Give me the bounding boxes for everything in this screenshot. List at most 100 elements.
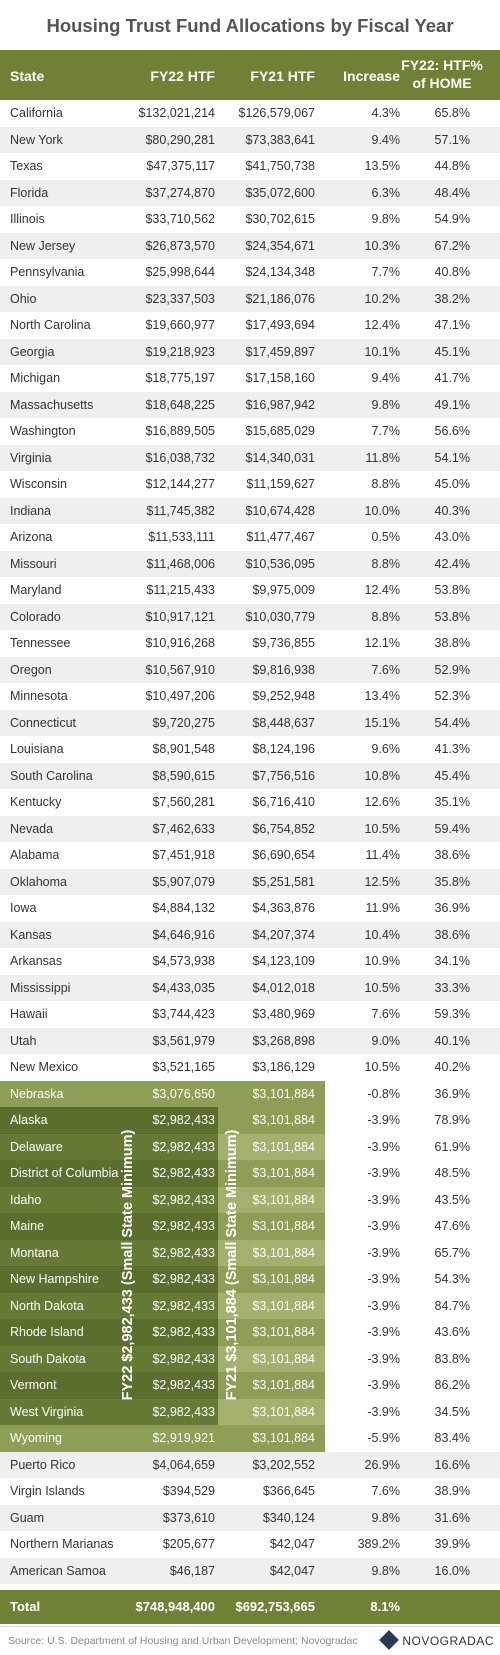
increase-cell: 0.5%	[371, 530, 401, 544]
table-row: South Dakota $2,982,433 $3,101,884 -3.9% 83.…	[0, 1346, 500, 1373]
pct-home-cell: 34.5%	[434, 1404, 470, 1419]
fy22-cell: $7,462,633	[152, 821, 215, 836]
table-row: Louisiana $8,901,548 $8,124,196 9.6% 41.3%	[0, 736, 500, 763]
fy22-cell: $10,497,206	[145, 689, 215, 703]
pct-home-cell: 36.9%	[434, 1086, 470, 1101]
minimum-band-nebraska	[0, 1080, 325, 1107]
pct-home-cell: 65.8%	[434, 106, 470, 120]
fy21-cell: $3,480,969	[252, 1007, 315, 1021]
fy21-cell: $6,754,852	[252, 821, 315, 836]
fy22-cell: $3,076,650	[152, 1086, 215, 1101]
table-row: New York $80,290,281 $73,383,641 9.4% 57.1%	[0, 126, 500, 153]
table-row: Maryland $11,215,433 $9,975,009 12.4% 53.8%	[0, 577, 500, 604]
pct-home-cell: 38.6%	[434, 927, 470, 942]
fy22-cell: $4,064,659	[152, 1457, 215, 1472]
fy22-cell: $8,901,548	[152, 742, 215, 756]
fy21-cell: $42,047	[269, 1537, 315, 1551]
state-cell: Iowa	[10, 901, 37, 915]
table-row: Iowa $4,884,132 $4,363,876 11.9% 36.9%	[0, 895, 500, 922]
state-cell: Florida	[10, 185, 49, 200]
increase-cell: 13.4%	[364, 689, 400, 703]
increase-cell: -3.9%	[367, 1298, 400, 1313]
table-row: West Virginia $2,982,433 $3,101,884 -3.9% 34…	[0, 1399, 500, 1426]
fy21-cell: $3,101,884	[252, 1192, 315, 1207]
state-cell: Delaware	[10, 1139, 63, 1154]
fy21-cell: $3,101,884	[252, 1378, 315, 1392]
increase-cell: -3.9%	[367, 1404, 400, 1419]
table-row: Mississippi $4,433,035 $4,012,018 10.5% 33.3…	[0, 974, 500, 1001]
fy22-cell: $2,982,433	[152, 1113, 215, 1127]
logo-text: NOVOGRADAC	[402, 1634, 494, 1648]
minimum-block-fy22	[0, 1107, 218, 1425]
pct-home-cell: 34.1%	[434, 954, 470, 968]
state-cell: New Mexico	[10, 1060, 79, 1074]
fy22-cell: $12,144,277	[145, 477, 215, 491]
table-row: Oregon $10,567,910 $9,816,938 7.6% 52.9%	[0, 656, 500, 683]
fy21-cell: $9,736,855	[252, 636, 315, 650]
increase-cell: 9.0%	[371, 1033, 401, 1048]
state-cell: Nebraska	[10, 1086, 64, 1101]
increase-cell: -0.8%	[367, 1086, 400, 1101]
state-cell: South Dakota	[10, 1351, 86, 1366]
state-cell: New York	[10, 132, 63, 147]
table-row: District of Columbia $2,982,433 $3,101,884…	[0, 1160, 500, 1187]
table-row: Pennsylvania $25,998,644 $24,134,348 7.7% 40…	[0, 259, 500, 286]
table-row: North Carolina $19,660,977 $17,493,694 12.4…	[0, 312, 500, 339]
fy21-cell: $340,124	[262, 1510, 315, 1525]
table-row: California $132,021,214 $126,579,067 4.3% 65…	[0, 100, 500, 127]
pct-home-cell: 53.8%	[434, 583, 470, 597]
increase-cell: -3.9%	[367, 1245, 400, 1260]
pct-home-cell: 42.4%	[434, 556, 470, 571]
increase-cell: 7.6%	[371, 662, 401, 677]
increase-cell: 10.5%	[364, 980, 400, 995]
header-state: State	[10, 68, 45, 84]
increase-cell: 10.1%	[364, 344, 400, 359]
fy21-cell: $126,579,067	[238, 106, 315, 120]
increase-cell: -3.9%	[367, 1139, 400, 1154]
pct-home-cell: 43.6%	[434, 1325, 470, 1339]
table-row: Florida $37,274,870 $35,072,600 6.3% 48.4%	[0, 179, 500, 206]
fy21-cell: $17,459,897	[245, 344, 315, 359]
pct-home-cell: 83.8%	[434, 1351, 470, 1366]
pct-home-cell: 52.9%	[434, 662, 470, 677]
increase-cell: 12.6%	[364, 795, 400, 809]
state-cell: Oklahoma	[10, 874, 67, 889]
increase-cell: 7.6%	[371, 1007, 401, 1021]
state-cell: Rhode Island	[10, 1325, 84, 1339]
increase-cell: 11.9%	[365, 901, 400, 915]
pct-home-cell: 38.2%	[434, 291, 470, 306]
minimum-band-wyoming	[0, 1425, 325, 1452]
fy22-cell: $46,187	[169, 1563, 215, 1578]
fy22-cell: $11,468,006	[146, 556, 215, 571]
pct-home-cell: 16.0%	[434, 1563, 470, 1578]
table-row: Georgia $19,218,923 $17,459,897 10.1% 45.1%	[0, 338, 500, 365]
fy22-cell: $4,573,938	[152, 954, 215, 968]
table-row: Arkansas $4,573,938 $4,123,109 10.9% 34.1%	[0, 948, 500, 975]
state-cell: Arkansas	[10, 954, 63, 968]
fy22-cell: $10,567,910	[145, 662, 215, 677]
increase-cell: 12.4%	[364, 318, 400, 332]
table-row: Indiana $11,745,382 $10,674,428 10.0% 40.3%	[0, 497, 500, 524]
fy22-cell: $25,998,644	[145, 265, 215, 279]
increase-cell: 10.4%	[364, 927, 400, 942]
state-cell: Kentucky	[10, 795, 62, 809]
state-cell: Missouri	[10, 556, 57, 571]
table-row: Massachusetts $18,648,225 $16,987,942 9.8% 4…	[0, 391, 500, 418]
pct-home-cell: 48.5%	[434, 1166, 470, 1180]
increase-cell: 12.5%	[364, 874, 400, 889]
fy21-cell: $3,268,898	[252, 1033, 315, 1048]
fy22-cell: $8,590,615	[152, 768, 215, 783]
increase-cell: 7.6%	[371, 1484, 401, 1498]
header-fy21: FY21 HTF	[250, 68, 315, 84]
fy22-cell: $16,038,732	[145, 450, 215, 465]
fy21-cell: $11,477,467	[246, 530, 315, 544]
state-cell: New Hampshire	[10, 1272, 99, 1286]
pct-home-cell: 38.6%	[434, 848, 470, 862]
increase-cell: 12.1%	[364, 636, 400, 650]
fy21-cell: $6,690,654	[252, 848, 315, 862]
fy21-cell: $3,101,884	[252, 1245, 315, 1260]
minimum-stripe	[0, 1292, 218, 1319]
fy22-cell: $3,561,979	[152, 1033, 215, 1048]
minimum-block-fy21	[218, 1107, 325, 1425]
header-fy22: FY22 HTF	[150, 68, 215, 84]
